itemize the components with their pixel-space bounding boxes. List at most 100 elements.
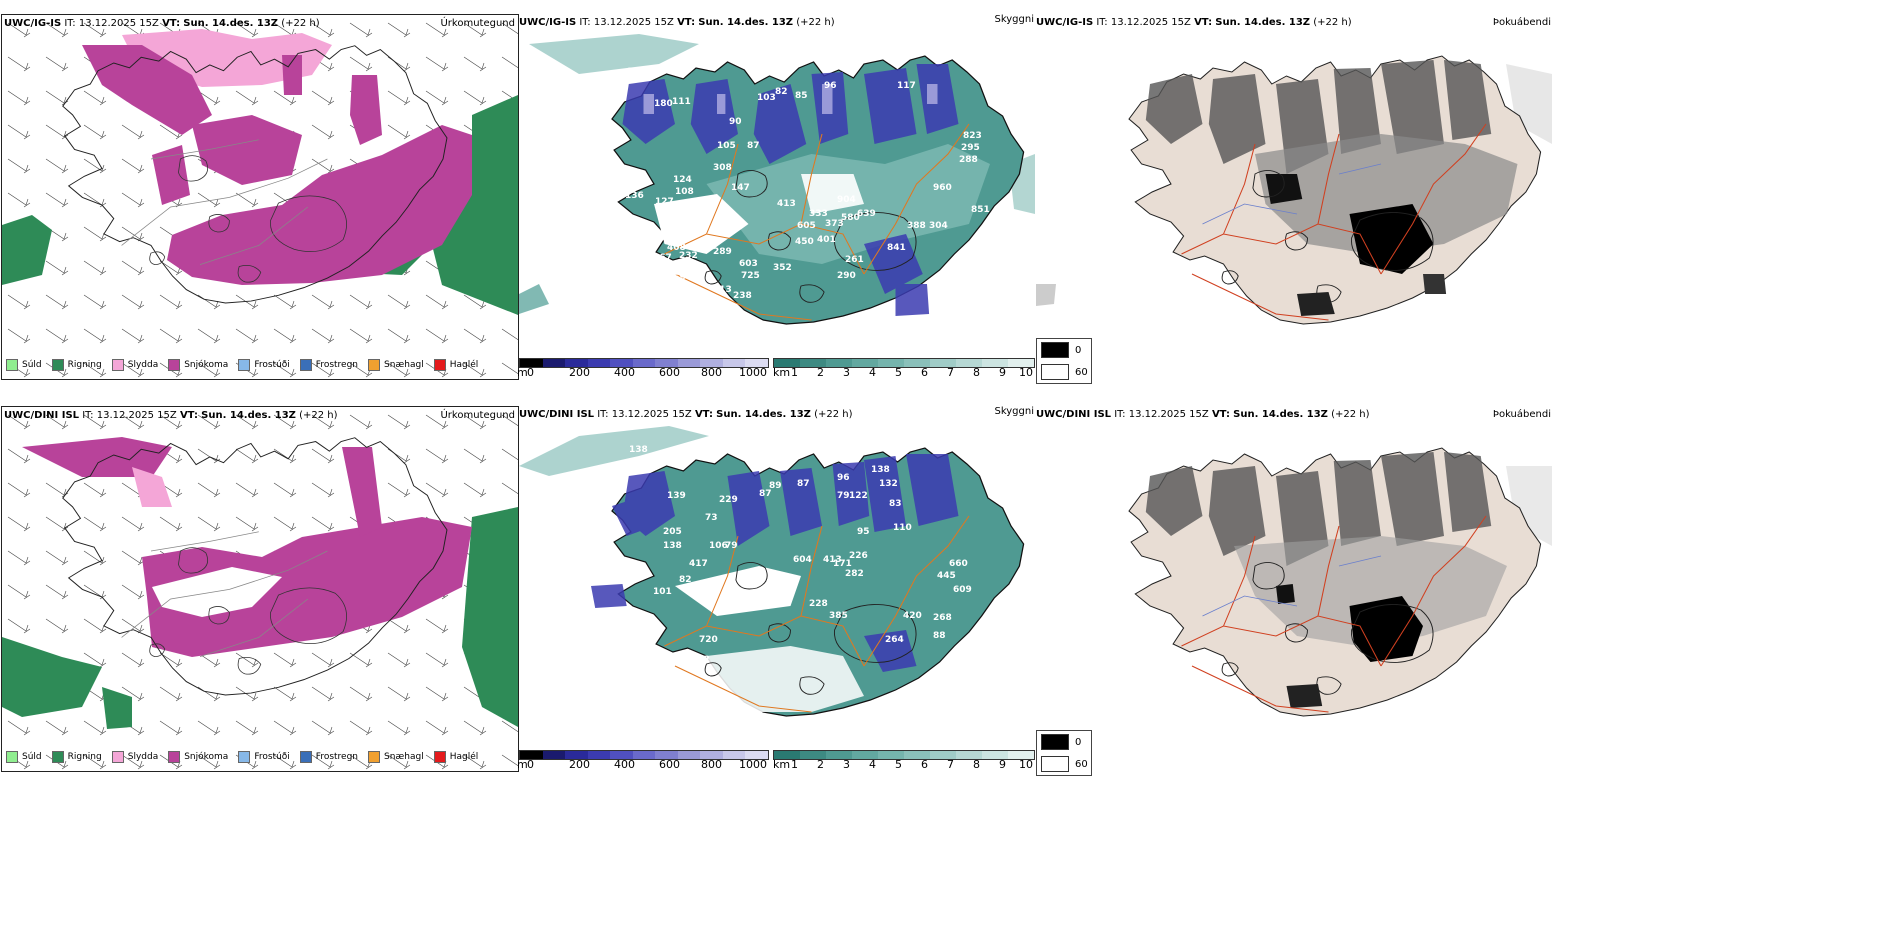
colorbar-step	[1008, 751, 1034, 759]
map-label: 580	[841, 213, 860, 223]
map-label: 79	[725, 541, 738, 551]
map-label: 333	[809, 209, 828, 219]
legend-item: Rigning	[51, 751, 102, 763]
fog-map-igis[interactable]	[1036, 14, 1552, 344]
legend-swatch	[6, 751, 18, 763]
map-label: 420	[903, 611, 922, 621]
colorbar-step	[904, 751, 930, 759]
fog-title-dini: Þokuábendi	[1492, 409, 1551, 420]
colorbar-step	[826, 751, 852, 759]
colorbar-step	[655, 751, 678, 759]
colorbar-step	[655, 359, 678, 367]
legend-item: Frostúði	[238, 359, 290, 371]
fog-header-dini: UWC/DINI ISL IT: 13.12.2025 15Z VT: Sun.…	[1036, 409, 1370, 420]
map-label: 124	[673, 175, 692, 185]
map-label: 268	[933, 613, 952, 623]
colorbar-step	[1008, 359, 1034, 367]
legend-swatch	[1041, 756, 1069, 772]
legend-swatch	[111, 751, 124, 763]
precip-map-dini[interactable]	[2, 407, 518, 771]
map-label: 304	[929, 221, 948, 231]
fog-legend-dini: 0 60	[1036, 730, 1092, 776]
fog-map-dini[interactable]	[1036, 406, 1552, 736]
fog-panel-dini: UWC/DINI ISL IT: 13.12.2025 15Z VT: Sun.…	[1036, 406, 1552, 776]
visibility-colorbar-dini	[773, 750, 1035, 760]
map-label: 295	[961, 143, 980, 153]
legend-item: Snæhagl	[368, 359, 424, 371]
colorbar-step	[587, 751, 611, 759]
map-label: 904	[837, 195, 856, 205]
fog-panel-igis: UWC/IG-IS IT: 13.12.2025 15Z VT: Sun. 14…	[1036, 14, 1552, 384]
legend-swatch	[6, 359, 18, 371]
fog-legend-item: 0	[1037, 731, 1091, 753]
map-label: 267	[653, 253, 672, 263]
map-label: 229	[719, 495, 738, 505]
map-label: 513	[713, 285, 732, 295]
colorbar-step	[930, 751, 956, 759]
legend-swatch	[168, 359, 181, 371]
map-label: 159	[773, 599, 792, 609]
map-label: 942	[691, 655, 710, 665]
map-label: 51	[651, 65, 664, 75]
precip-map-igis[interactable]	[2, 15, 518, 379]
cloud-map-igis[interactable]: 110 51 180 111 103 82 85 96 117 90 87 10…	[519, 14, 1035, 358]
map-label: 110	[893, 523, 912, 533]
map-label: 288	[959, 155, 978, 165]
map-label: 138	[871, 465, 890, 475]
colorbar-step	[565, 359, 588, 367]
legend-item: Slydda	[111, 751, 158, 763]
colorbar-step	[632, 359, 656, 367]
map-label: 171	[833, 559, 852, 569]
colorbar-step	[956, 359, 982, 367]
map-label: 960	[933, 183, 952, 193]
legend-item: Snjókoma	[168, 359, 228, 371]
visibility-colorbar-igis	[773, 358, 1035, 368]
legend-swatch	[51, 751, 64, 763]
legend-swatch	[299, 751, 312, 763]
map-label: 232	[679, 251, 698, 261]
map-label: 117	[897, 81, 916, 91]
map-label: 289	[713, 247, 732, 257]
legend-swatch	[433, 359, 446, 371]
map-label: 103	[757, 93, 776, 103]
map-label: 89	[769, 481, 782, 491]
map-label: 96	[824, 81, 837, 91]
map-label: 660	[949, 559, 968, 569]
colorbar-step	[904, 359, 930, 367]
colorbar-step	[852, 751, 878, 759]
visibility-colorbar-labels-igis: km 1 2 3 4 5 6 7 8 9 10	[773, 366, 1033, 379]
colorbar-step	[982, 751, 1008, 759]
map-label: 459	[667, 273, 686, 283]
map-label: 373	[825, 219, 844, 229]
map-label: 90	[729, 117, 742, 127]
map-label: 110	[627, 67, 646, 77]
colorbar-step	[565, 751, 588, 759]
precip-legend-igis: Súld Rigning Slydda Snjókoma Frostúði Fr…	[6, 359, 488, 371]
legend-swatch	[433, 751, 446, 763]
colorbar-step	[774, 751, 800, 759]
colorbar-step	[542, 751, 566, 759]
visibility-colorbar-labels-dini: km 1 2 3 4 5 6 7 8 9 10	[773, 758, 1033, 771]
map-label: 413	[823, 555, 842, 565]
map-label: 603	[739, 259, 758, 269]
map-label: 841	[887, 243, 906, 253]
map-label: 138	[663, 541, 682, 551]
fog-title-igis: Þokuábendi	[1492, 17, 1551, 28]
cloud-title-igis: Skyggni	[994, 14, 1034, 25]
map-label: 205	[663, 527, 682, 537]
cloud-map-dini[interactable]: 138 128 139 229 87 89 87 96 79 122 138 1…	[519, 406, 1035, 750]
legend-item: Frostregn	[299, 359, 358, 371]
map-label: 823	[963, 131, 982, 141]
map-label: 132	[879, 479, 898, 489]
map-label: 136	[625, 191, 644, 201]
map-label: 79	[837, 491, 850, 501]
map-label: 85	[795, 91, 808, 101]
colorbar-step	[930, 359, 956, 367]
map-label: 111	[672, 97, 691, 107]
cloud-panel-dini: 138 128 139 229 87 89 87 96 79 122 138 1…	[517, 406, 1035, 771]
map-label: 122	[849, 491, 868, 501]
map-label: 147	[731, 183, 750, 193]
fog-header-igis: UWC/IG-IS IT: 13.12.2025 15Z VT: Sun. 14…	[1036, 17, 1352, 28]
fog-legend-item: 60	[1037, 753, 1091, 775]
map-label: 87	[747, 141, 760, 151]
